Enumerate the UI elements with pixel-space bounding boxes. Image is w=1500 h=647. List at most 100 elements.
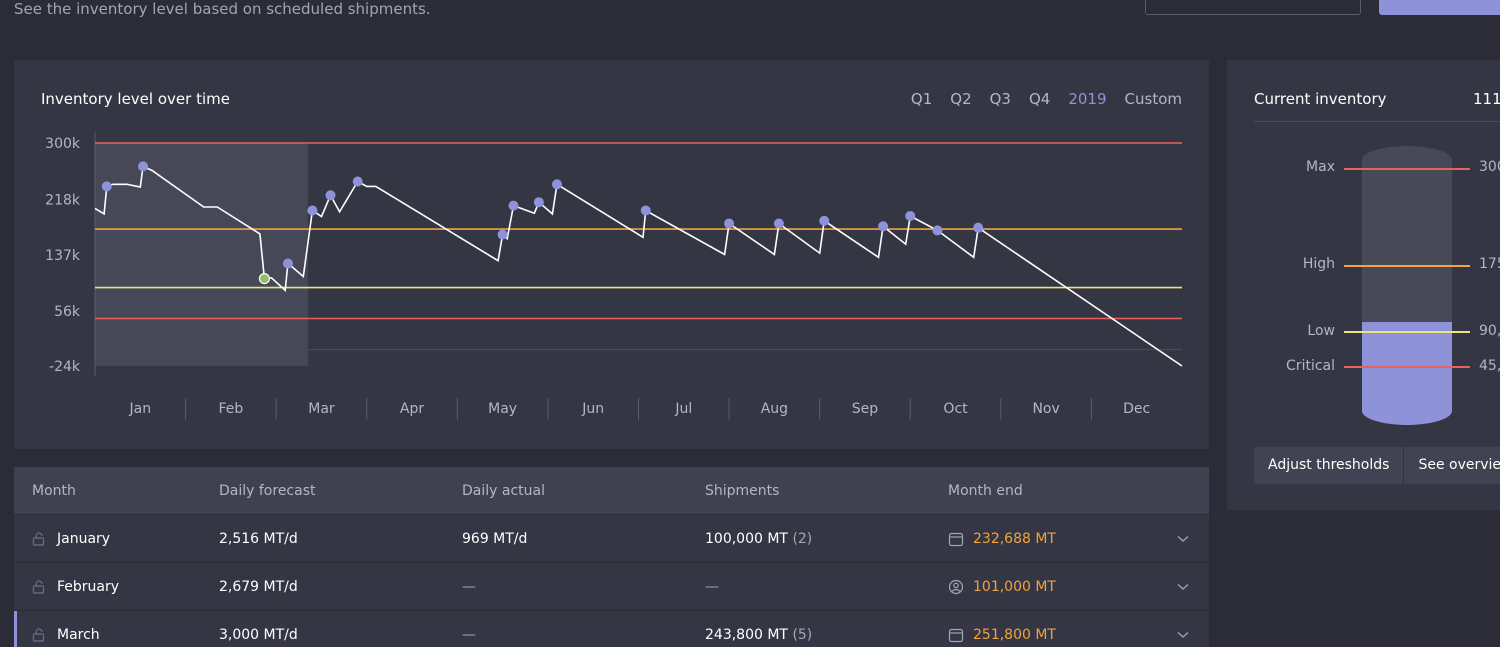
threshold-line-critical <box>1344 366 1470 368</box>
shipments-count: (5) <box>792 626 813 643</box>
x-tick-label: Nov <box>1032 401 1059 417</box>
table-row[interactable]: February 2,679 MT/d — — 101,000 MT <box>14 563 1209 611</box>
row-month: February <box>57 578 120 595</box>
x-tick-label: Mar <box>308 401 335 417</box>
calendar-icon <box>948 628 964 642</box>
shipment-marker[interactable] <box>352 176 363 187</box>
current-inventory-value: 111 <box>1473 90 1500 108</box>
inventory-button-group: Adjust thresholds See overview <box>1254 447 1500 484</box>
threshold-label-max: Max <box>1306 159 1335 175</box>
current-inventory-title: Current inventory <box>1254 90 1387 108</box>
shipment-marker[interactable] <box>533 197 544 208</box>
row-daily-forecast: 2,679 MT/d <box>219 578 298 595</box>
shipment-marker[interactable] <box>307 205 318 216</box>
chevron-down-icon[interactable] <box>1177 535 1189 543</box>
page-subtitle: See the inventory level based on schedul… <box>14 0 431 18</box>
threshold-line-low <box>1344 331 1470 333</box>
shipment-marker[interactable] <box>932 225 943 236</box>
row-daily-actual: — <box>462 578 476 595</box>
actual-period-area <box>95 143 308 366</box>
top-action-button[interactable] <box>1379 0 1500 15</box>
unlock-icon[interactable] <box>32 531 46 546</box>
inventory-tank-fill <box>1362 321 1452 425</box>
y-tick-label: 300k <box>45 136 81 152</box>
column-header-shipments[interactable]: Shipments <box>705 482 780 499</box>
threshold-line-high <box>1344 265 1470 267</box>
unlock-icon[interactable] <box>32 627 46 642</box>
shipment-marker[interactable] <box>973 222 984 233</box>
shipment-marker[interactable] <box>724 218 735 229</box>
row-shipments: — <box>705 578 719 595</box>
x-tick-label: Aug <box>761 401 788 417</box>
column-header-daily-actual[interactable]: Daily actual <box>462 482 545 499</box>
table-row[interactable]: January 2,516 MT/d 969 MT/d 100,000 MT (… <box>14 515 1209 563</box>
chart-title: Inventory level over time <box>41 90 230 108</box>
adjust-thresholds-button[interactable]: Adjust thresholds <box>1268 457 1390 473</box>
divider <box>1254 121 1500 122</box>
threshold-label-low: Low <box>1307 323 1335 339</box>
inventory-chart: 300k 218k 137k 56k -24k Jan Feb Mar Apr May Jun Jul… <box>45 132 1183 420</box>
row-month-end: 232,688 MT <box>948 531 1148 547</box>
x-tick-label: Jan <box>128 401 151 417</box>
y-tick-label: -24k <box>49 359 81 375</box>
column-header-daily-forecast[interactable]: Daily forecast <box>219 482 316 499</box>
period-tab-q4[interactable]: Q4 <box>1028 90 1051 108</box>
row-month-end: 101,000 MT <box>948 579 1148 595</box>
row-daily-forecast: 3,000 MT/d <box>219 626 298 643</box>
top-dropdown[interactable] <box>1145 0 1361 15</box>
shipments-amount: 100,000 MT <box>705 530 788 547</box>
row-shipments: 100,000 MT (2) <box>705 531 948 547</box>
current-inventory-card: Current inventory 111 Max 300 High 175 L… <box>1227 60 1500 510</box>
table-header: Month Daily forecast Daily actual Shipme… <box>14 467 1209 515</box>
shipment-marker[interactable] <box>258 272 270 285</box>
month-end-value: 251,800 MT <box>973 626 1056 643</box>
chevron-down-icon[interactable] <box>1177 583 1189 591</box>
period-tab-2019[interactable]: 2019 <box>1068 90 1107 108</box>
shipment-marker[interactable] <box>640 205 651 216</box>
row-daily-forecast: 2,516 MT/d <box>219 530 298 547</box>
threshold-line-max <box>1344 168 1470 170</box>
shipment-marker[interactable] <box>101 181 112 192</box>
chevron-down-icon[interactable] <box>1177 631 1189 639</box>
period-tabs: Q1 Q2 Q3 Q4 2019 Custom <box>893 90 1182 108</box>
unlock-icon[interactable] <box>32 579 46 594</box>
x-tick-label: Oct <box>943 401 968 417</box>
inventory-tank <box>1362 146 1452 425</box>
threshold-value-low: 90, <box>1479 323 1500 339</box>
row-month: January <box>57 530 111 547</box>
threshold-label-critical: Critical <box>1286 358 1335 374</box>
column-header-month-end[interactable]: Month end <box>948 482 1023 499</box>
shipment-marker[interactable] <box>905 210 916 221</box>
period-tab-custom[interactable]: Custom <box>1124 90 1182 108</box>
threshold-value-max: 300 <box>1479 159 1500 175</box>
row-shipments: 243,800 MT (5) <box>705 627 948 643</box>
shipment-marker[interactable] <box>878 221 889 232</box>
x-tick-label: May <box>488 401 517 417</box>
monthly-table: Month Daily forecast Daily actual Shipme… <box>14 467 1209 647</box>
inventory-line <box>94 165 1183 367</box>
shipment-marker[interactable] <box>551 179 562 190</box>
period-tab-q3[interactable]: Q3 <box>989 90 1011 108</box>
see-overview-button[interactable]: See overview <box>1403 447 1500 484</box>
shipment-marker[interactable] <box>138 161 149 172</box>
period-tab-q1[interactable]: Q1 <box>910 90 933 108</box>
shipment-marker[interactable] <box>819 215 830 226</box>
x-tick-label: Jun <box>581 401 604 417</box>
table-row[interactable]: March 3,000 MT/d — 243,800 MT (5) 251,80… <box>14 611 1209 647</box>
y-tick-label: 56k <box>54 304 81 320</box>
row-month: March <box>57 626 100 643</box>
x-tick-label: Sep <box>852 401 879 417</box>
shipment-marker[interactable] <box>497 229 508 240</box>
shipment-marker[interactable] <box>508 200 519 211</box>
shipment-marker[interactable] <box>325 190 336 201</box>
row-month-end: 251,800 MT <box>948 627 1148 643</box>
x-tick-label: Dec <box>1123 401 1150 417</box>
threshold-label-high: High <box>1302 256 1335 272</box>
shipment-marker[interactable] <box>282 258 293 269</box>
threshold-value-high: 175 <box>1479 256 1500 272</box>
column-header-month[interactable]: Month <box>32 482 76 499</box>
shipments-count: (2) <box>792 530 813 547</box>
period-tab-q2[interactable]: Q2 <box>950 90 972 108</box>
shipment-marker[interactable] <box>773 218 784 229</box>
inventory-chart-card: Inventory level over time Q1 Q2 Q3 Q4 20… <box>14 60 1209 449</box>
